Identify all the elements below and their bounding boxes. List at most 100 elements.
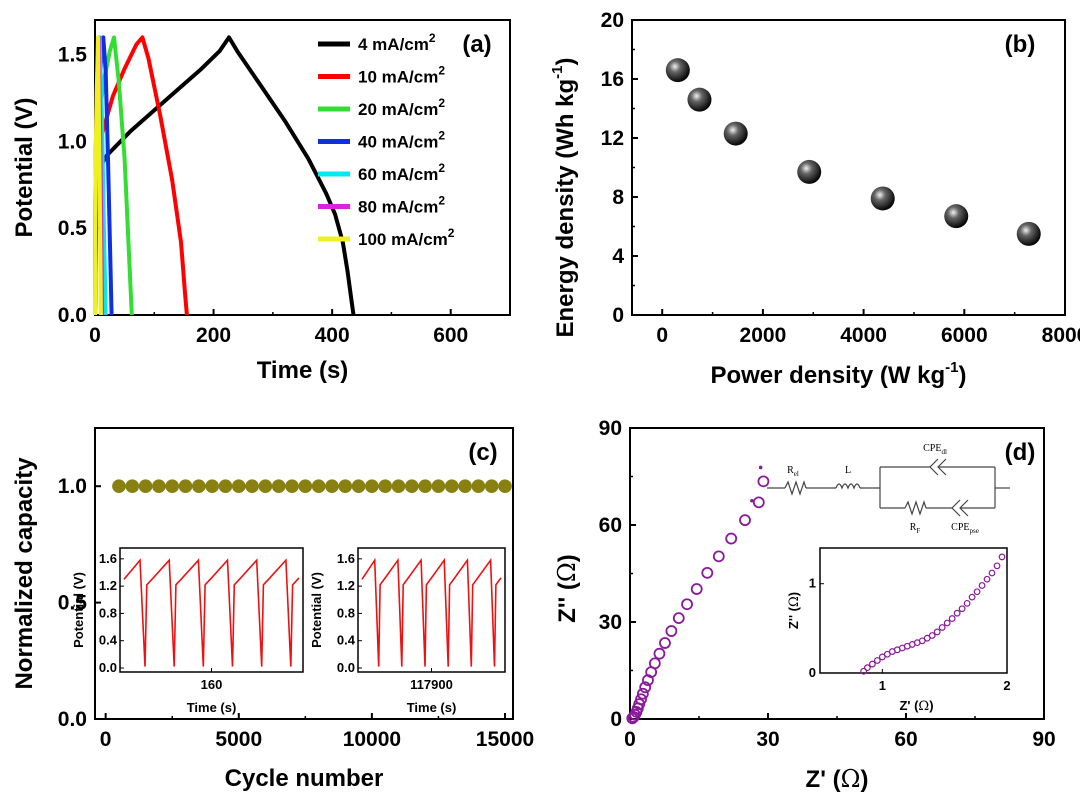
y-tick-label: 8 <box>612 186 624 209</box>
inset-2: 0.0 0.4 0.8 1.2 1.6 Potential (V) 117900 Time (… <box>309 547 506 715</box>
x-tick-label: 0 <box>100 728 112 751</box>
circuit-label-r-el: Rel <box>787 465 799 478</box>
y-tick-label: 1.0 <box>58 130 87 153</box>
circuit-label-cpe-dl: CPEdl <box>923 443 947 456</box>
inset-y-tick-label: 0.8 <box>337 605 355 620</box>
inset-data-point <box>863 664 871 672</box>
data-point <box>750 498 754 503</box>
data-point <box>285 479 299 494</box>
inset-1: 0.0 0.4 0.8 1.2 1.6 Potential (V) 160 Time (s) <box>71 547 304 715</box>
cpe-dl-plate <box>929 458 939 476</box>
y-tick-label: 30 <box>599 611 622 634</box>
inset-data-point <box>963 599 971 607</box>
y-tick-label: 0.5 <box>58 592 88 615</box>
inset-y-tick-label: 0.0 <box>337 660 355 675</box>
x-tick-label: 200 <box>196 324 231 347</box>
inset-data-point <box>868 660 876 668</box>
data-point <box>498 479 512 494</box>
inset-potential-curve <box>361 557 502 667</box>
inset-y-tick-label: 0.8 <box>99 605 117 620</box>
inset-x-tick-label: 2 <box>1003 678 1010 693</box>
panel-a-frame <box>94 19 511 316</box>
legend-label: 4 mA/cm2 <box>358 31 436 54</box>
panel-label: (c) <box>468 439 497 466</box>
data-point <box>757 475 770 488</box>
inset-data-point <box>983 575 991 583</box>
x-tick-label: 0 <box>624 728 636 751</box>
inset-x-axis-label: Z' (Ω) <box>899 698 933 714</box>
inset-y-tick-label: 1.6 <box>99 551 117 566</box>
inset-data-point <box>878 653 886 661</box>
inset-x-tick-label: 117900 <box>410 677 453 692</box>
legend-label: 20 mA/cm2 <box>358 96 445 119</box>
data-point <box>351 479 366 494</box>
inset-data-point <box>998 553 1006 561</box>
panel-label: (b) <box>1005 31 1036 58</box>
legend-label: 100 mA/cm2 <box>358 226 455 249</box>
data-point <box>944 204 969 229</box>
data-point <box>205 479 219 494</box>
data-point <box>231 479 246 494</box>
y-tick-label: 16 <box>601 68 624 91</box>
inset-y-tick-label: 1 <box>809 576 816 591</box>
y-tick-label: 20 <box>601 9 624 32</box>
y-axis-label: Energy density (Wh kg-1) <box>549 57 579 337</box>
y-axis-label: Z'' (Ω) <box>553 554 581 623</box>
panel-c-frame <box>94 427 514 720</box>
panel-d-inset: 1 2 0 1 Z' (Ω) Z'' (Ω) <box>786 547 1011 714</box>
resistor-r-f <box>904 500 927 516</box>
x-tick-label: 0 <box>89 324 101 347</box>
inset-data-point <box>873 657 881 664</box>
data-point <box>192 479 206 494</box>
data-point <box>648 657 661 670</box>
data-point <box>712 550 725 563</box>
inset-x-axis-label: Time (s) <box>407 700 457 715</box>
inset-y-tick-label: 0 <box>809 665 816 680</box>
panel-label: (d) <box>1005 439 1036 466</box>
data-point <box>245 479 259 494</box>
x-tick-label: 400 <box>315 324 350 347</box>
data-point <box>672 612 685 625</box>
legend-label: 80 mA/cm2 <box>358 194 445 217</box>
data-point <box>298 479 313 494</box>
y-axis-label: Potential (V) <box>11 97 38 237</box>
data-point <box>311 479 326 494</box>
y-tick-label: 1.5 <box>58 44 88 67</box>
series-line-7 <box>93 35 103 316</box>
inset-data-point <box>993 562 1001 570</box>
inset-frame <box>119 547 304 673</box>
cpe-pse-plate <box>951 499 961 517</box>
circuit-label-l: L <box>845 465 851 476</box>
data-point <box>665 58 690 83</box>
data-point <box>665 625 678 637</box>
data-point <box>125 479 140 494</box>
x-axis-label: Power density (W kg-1) <box>710 359 966 389</box>
inset-data-point <box>968 593 976 601</box>
inset-x-axis-label: Time (s) <box>187 700 237 715</box>
data-point <box>378 479 393 494</box>
data-point <box>797 159 822 184</box>
inset-frame <box>819 547 1008 674</box>
data-point <box>405 479 419 494</box>
data-point <box>636 687 649 700</box>
data-point <box>653 647 666 660</box>
inset-data-point <box>978 582 986 589</box>
data-point <box>639 681 652 694</box>
inset-potential-curve <box>123 558 300 667</box>
data-point <box>690 583 703 595</box>
x-tick-label: 5000 <box>215 728 262 751</box>
inset-frame <box>357 547 506 673</box>
panel-c: 0 5000 10000 15000 0.0 0.5 1.0 Cycle number Norm… <box>11 427 534 792</box>
panel-label: (a) <box>462 31 491 58</box>
inset-data-point <box>973 588 981 596</box>
data-point <box>758 465 763 470</box>
data-point <box>338 479 353 494</box>
legend-label: 40 mA/cm2 <box>358 129 445 152</box>
data-point <box>431 479 446 494</box>
inset-y-tick-label: 1.2 <box>99 578 117 593</box>
data-point <box>725 532 738 545</box>
data-point <box>418 479 432 494</box>
